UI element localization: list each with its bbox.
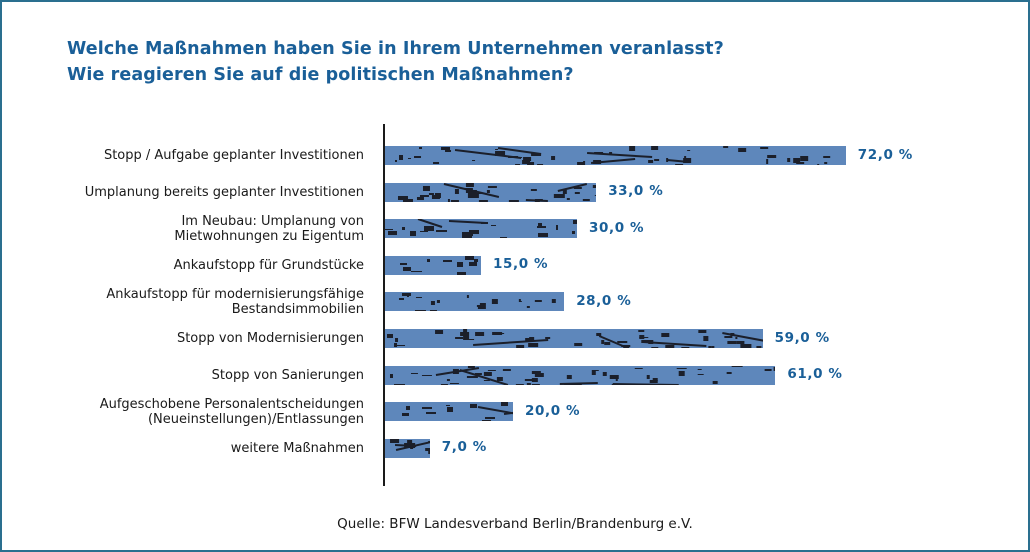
bar xyxy=(385,255,481,275)
category-label: weitere Maßnahmen xyxy=(230,440,364,456)
value-label: 59,0 % xyxy=(774,329,830,346)
chart-subtitle: Wie reagieren Sie auf die politischen Ma… xyxy=(67,65,574,85)
source-note: Quelle: BFW Landesverband Berlin/Branden… xyxy=(337,516,693,532)
chart-title: Welche Maßnahmen haben Sie in Ihrem Unte… xyxy=(67,39,724,59)
category-label: Ankaufstopp für Grundstücke xyxy=(173,257,364,273)
category-label: Umplanung bereits geplanter Investitione… xyxy=(84,184,364,200)
bar xyxy=(385,402,513,422)
bar xyxy=(385,329,763,348)
category-label: Aufgeschobene Personalentscheidungen (Ne… xyxy=(99,396,364,427)
value-label: 30,0 % xyxy=(589,219,645,236)
value-label: 28,0 % xyxy=(576,292,632,309)
value-label: 33,0 % xyxy=(608,183,664,200)
category-label: Stopp von Sanierungen xyxy=(211,367,364,383)
category-label: Ankaufstopp für modernisierungsfähige Be… xyxy=(106,286,364,317)
bar xyxy=(385,438,430,458)
category-label: Im Neubau: Umplanung von Mietwohnungen z… xyxy=(174,213,364,244)
bar xyxy=(385,146,846,165)
bar xyxy=(385,219,577,239)
bar xyxy=(385,365,776,385)
y-axis-line xyxy=(383,124,385,486)
category-label: Stopp / Aufgabe geplanter Investitionen xyxy=(103,148,364,163)
value-label: 20,0 % xyxy=(525,402,581,419)
value-label: 72,0 % xyxy=(857,146,913,163)
bar xyxy=(385,292,565,312)
bar xyxy=(385,182,597,202)
value-label: 15,0 % xyxy=(493,256,549,273)
chart-title-block: Welche Maßnahmen haben Sie in Ihrem Unte… xyxy=(67,36,724,88)
category-label: Stopp von Modernisierungen xyxy=(176,331,364,346)
value-label: 7,0 % xyxy=(441,439,487,456)
value-label: 61,0 % xyxy=(787,366,843,383)
